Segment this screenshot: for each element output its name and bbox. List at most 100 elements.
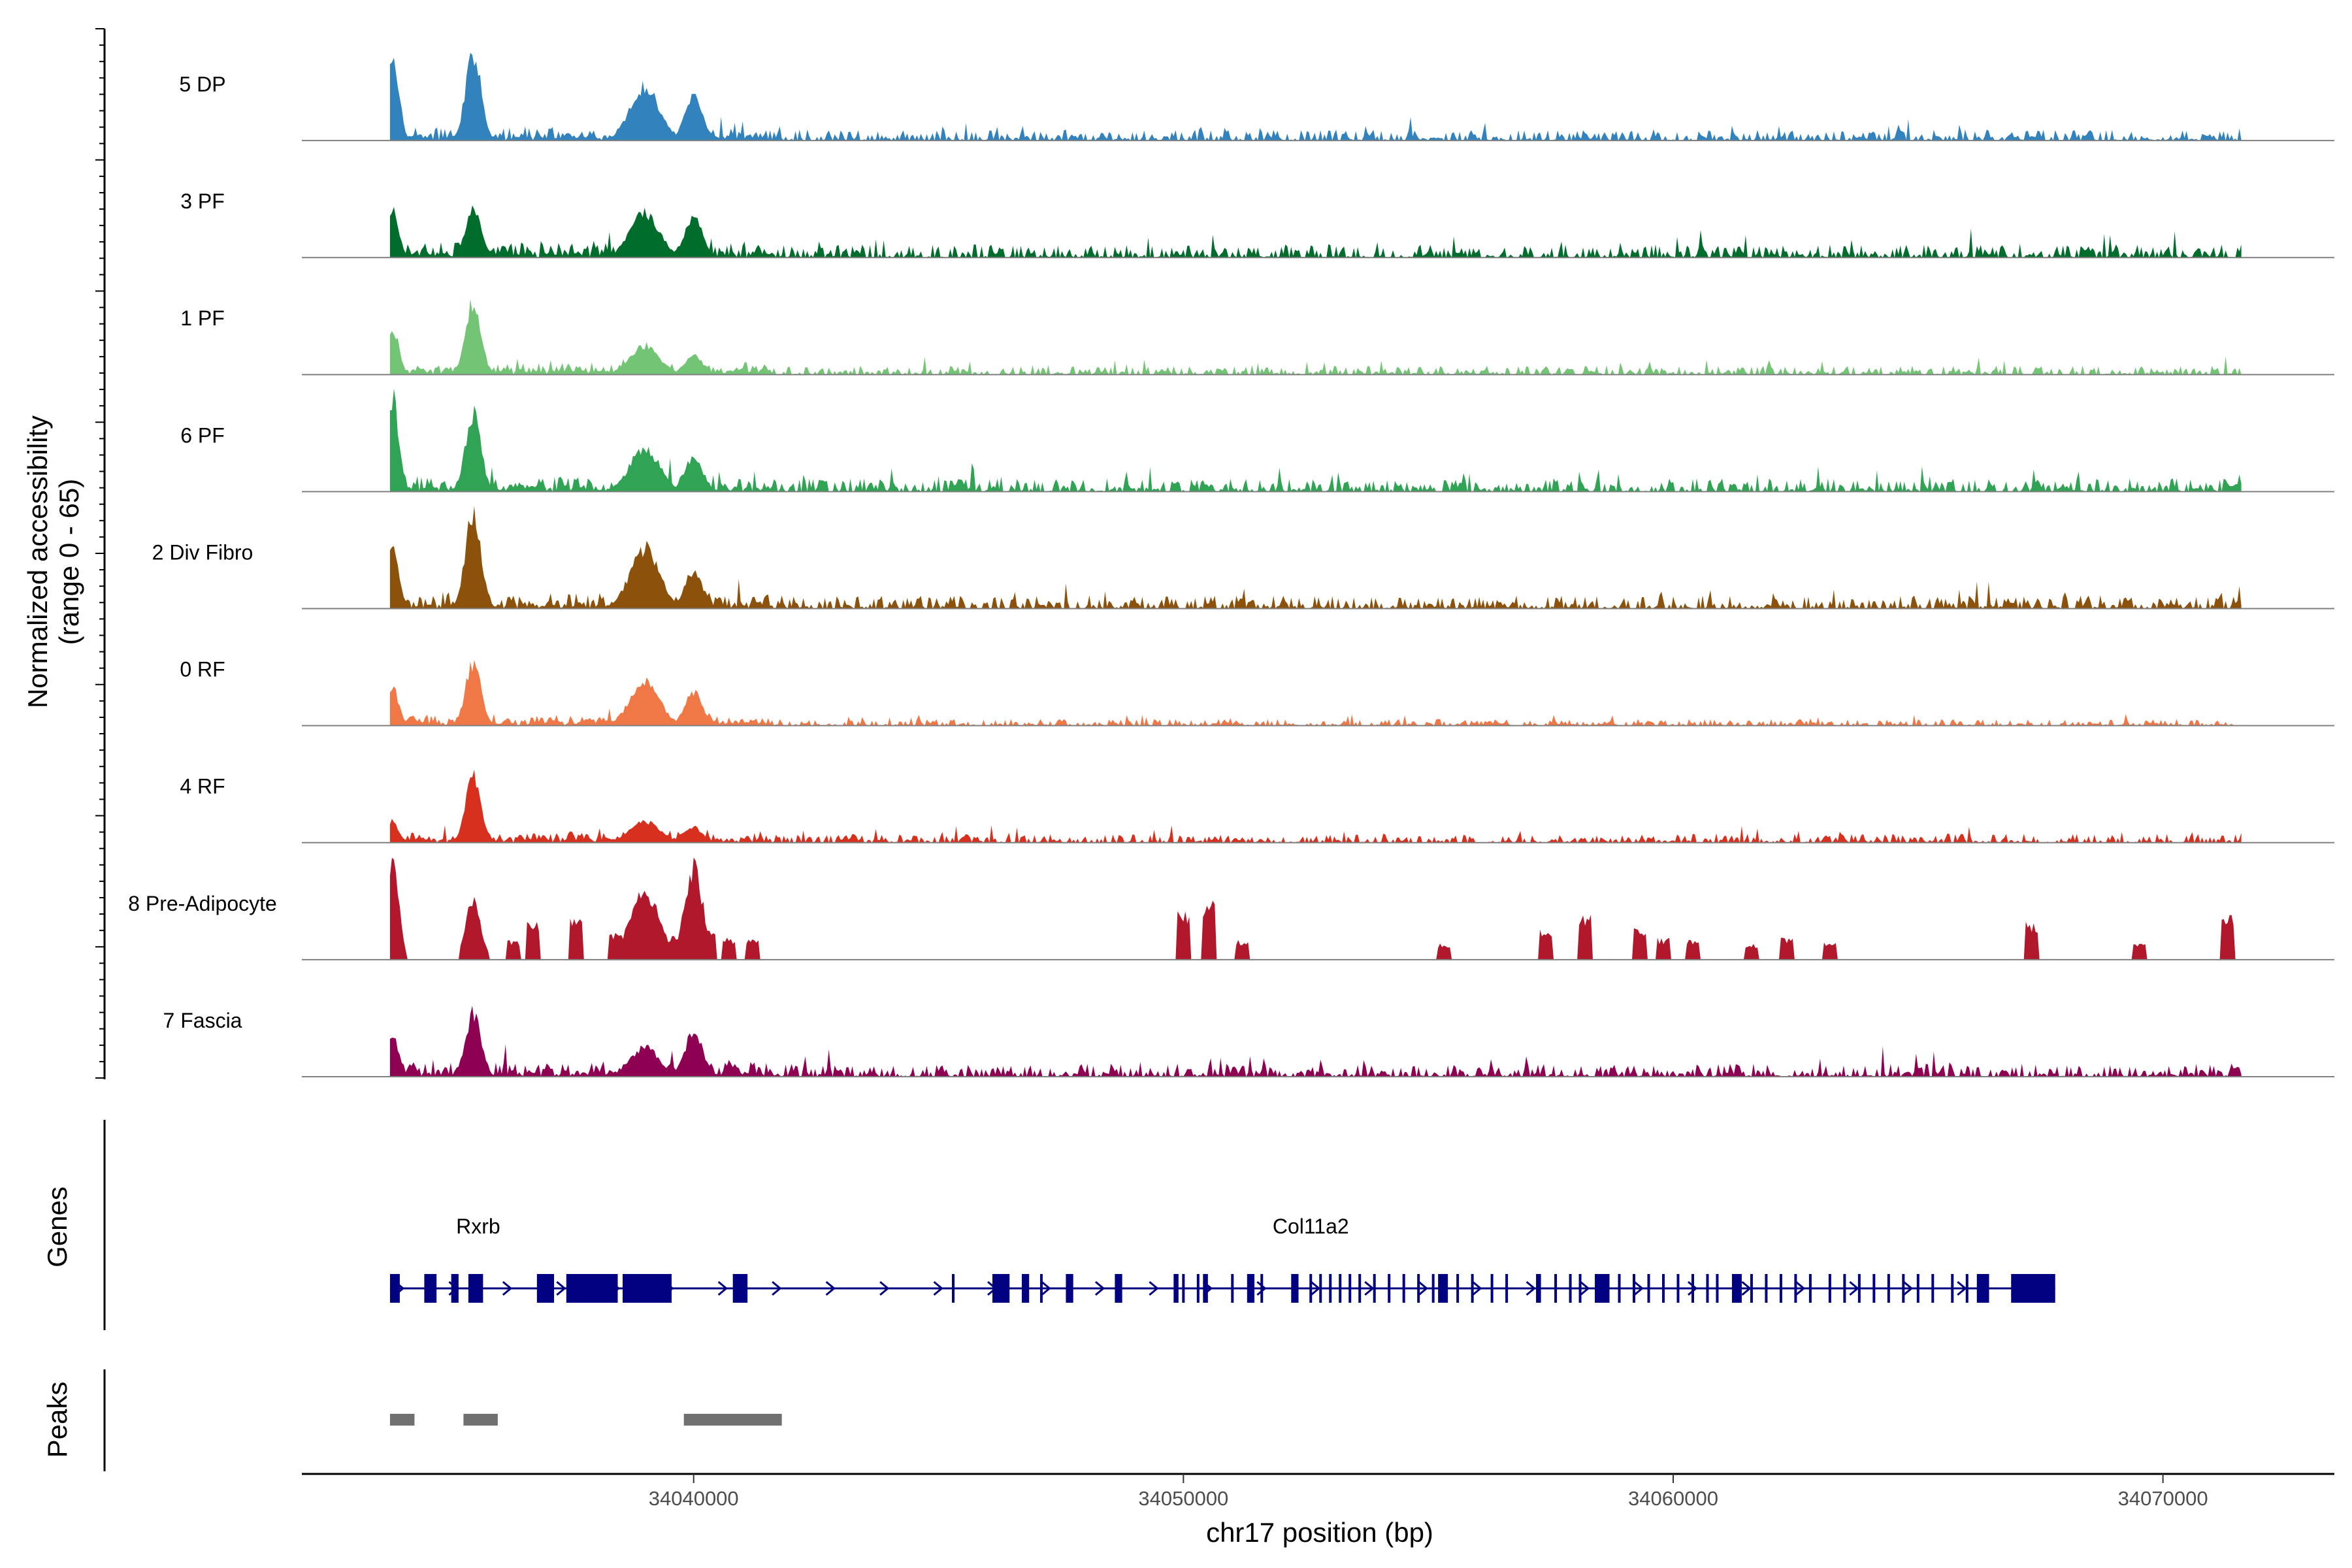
exon <box>1431 1274 1435 1303</box>
track-4-rf: 4 RF <box>180 770 2334 843</box>
track-label: 2 Div Fibro <box>152 540 253 564</box>
peak-region <box>389 1414 415 1426</box>
y-axis-title-line-2: (range 0 - 65) <box>54 479 84 645</box>
strand-arrow <box>1741 1281 1752 1296</box>
exon <box>1765 1274 1768 1303</box>
exon <box>1976 1274 1989 1303</box>
exon <box>1750 1274 1753 1303</box>
exon <box>1676 1274 1680 1303</box>
x-axis: 34040000 34050000 34060000 34070000 <box>302 1473 2334 1510</box>
track-label: 6 PF <box>180 423 225 447</box>
track-label: 4 RF <box>180 775 225 798</box>
exon <box>1066 1274 1073 1303</box>
strand-arrow <box>1041 1281 1051 1296</box>
coverage-area <box>389 205 2242 258</box>
track-label: 3 PF <box>180 189 225 213</box>
exon <box>1931 1274 1935 1303</box>
exon <box>1794 1274 1797 1303</box>
strand-arrow <box>1094 1281 1105 1296</box>
exon <box>1115 1274 1122 1303</box>
exon <box>1505 1274 1509 1303</box>
exon <box>1388 1274 1391 1303</box>
exon <box>1021 1274 1030 1303</box>
exon <box>732 1274 748 1303</box>
coverage-y-axis <box>95 28 106 1079</box>
exon <box>1358 1274 1362 1303</box>
exon <box>1595 1274 1610 1303</box>
exon <box>1691 1274 1694 1303</box>
track-label: 0 RF <box>180 658 225 681</box>
track-8-pre-adipocyte: 8 Pre-Adipocyte <box>128 857 2334 960</box>
gene-label-rxrb: Rxrb <box>456 1215 500 1238</box>
exon <box>1260 1274 1264 1303</box>
track-7-fascia: 7 Fascia <box>163 1005 2334 1077</box>
exon <box>1569 1274 1572 1303</box>
exon <box>1872 1274 1876 1303</box>
track-6-pf: 6 PF <box>180 388 2334 493</box>
exon <box>2011 1274 2055 1303</box>
exon <box>1039 1274 1043 1303</box>
coverage-area <box>389 388 2242 492</box>
exon <box>1438 1274 1448 1303</box>
exon <box>1661 1274 1665 1303</box>
x-tick-label: 34070000 <box>2118 1487 2208 1510</box>
exon <box>1965 1274 1968 1303</box>
track-label: 1 PF <box>180 306 225 330</box>
strand-arrow <box>502 1281 513 1296</box>
peaks-panel-title: Peaks <box>42 1382 73 1458</box>
strand-arrow <box>1688 1281 1698 1296</box>
exon <box>1716 1274 1719 1303</box>
exon <box>1731 1274 1742 1303</box>
exon <box>1902 1274 1905 1303</box>
track-label: 8 Pre-Adipocyte <box>128 892 277 915</box>
exon <box>1402 1274 1405 1303</box>
peak-region <box>683 1414 782 1426</box>
strand-arrow <box>772 1281 782 1296</box>
exon <box>1247 1274 1255 1303</box>
track-1-pf: 1 PF <box>180 299 2334 376</box>
strand-arrow <box>1633 1281 1644 1296</box>
exon <box>623 1274 672 1303</box>
coverage-area <box>389 857 2242 960</box>
exon <box>1536 1274 1541 1303</box>
exon <box>952 1274 955 1303</box>
exon <box>1647 1274 1650 1303</box>
exon <box>1231 1274 1234 1303</box>
exon <box>1319 1274 1322 1303</box>
track-0-rf: 0 RF <box>180 658 2334 727</box>
strand-arrow <box>1526 1281 1536 1296</box>
strand-arrow <box>879 1281 890 1296</box>
peaks-panel <box>103 1369 782 1471</box>
track-label: 5 DP <box>179 73 225 96</box>
exon <box>1373 1274 1376 1303</box>
exon <box>1173 1274 1179 1303</box>
strand-arrow <box>1580 1281 1590 1296</box>
exon <box>1182 1274 1185 1303</box>
track-3-pf: 3 PF <box>180 189 2334 259</box>
strand-arrow <box>1849 1281 1859 1296</box>
exon <box>1329 1274 1332 1303</box>
y-axis-title-line-1: Normalized accessibility <box>22 416 53 708</box>
x-tick-label: 34040000 <box>649 1487 739 1510</box>
exon <box>1857 1274 1861 1303</box>
track-2-div-fibro: 2 Div Fibro <box>152 506 2334 610</box>
exon <box>992 1274 1010 1303</box>
genes-panel: Rxrb Col11a2 <box>103 1120 2055 1330</box>
track-5-dp: 5 DP <box>179 52 2334 142</box>
exon <box>1779 1274 1782 1303</box>
exon <box>1916 1274 1919 1303</box>
exon <box>1490 1274 1494 1303</box>
exon <box>451 1274 459 1303</box>
exon <box>1808 1274 1812 1303</box>
x-tick-label: 34050000 <box>1138 1487 1228 1510</box>
strand-arrow <box>1364 1281 1375 1296</box>
exon <box>1578 1274 1582 1303</box>
coverage-tracks: 5 DP 3 PF 1 PF 6 PF 2 Div Fibro 0 RF 4 RF 8 Pre… <box>128 52 2334 1077</box>
strand-arrow <box>1256 1281 1267 1296</box>
exon <box>1291 1274 1299 1303</box>
peak-region <box>463 1414 498 1426</box>
strand-arrow <box>825 1281 836 1296</box>
exon <box>389 1274 400 1303</box>
strand-arrow <box>556 1281 566 1296</box>
